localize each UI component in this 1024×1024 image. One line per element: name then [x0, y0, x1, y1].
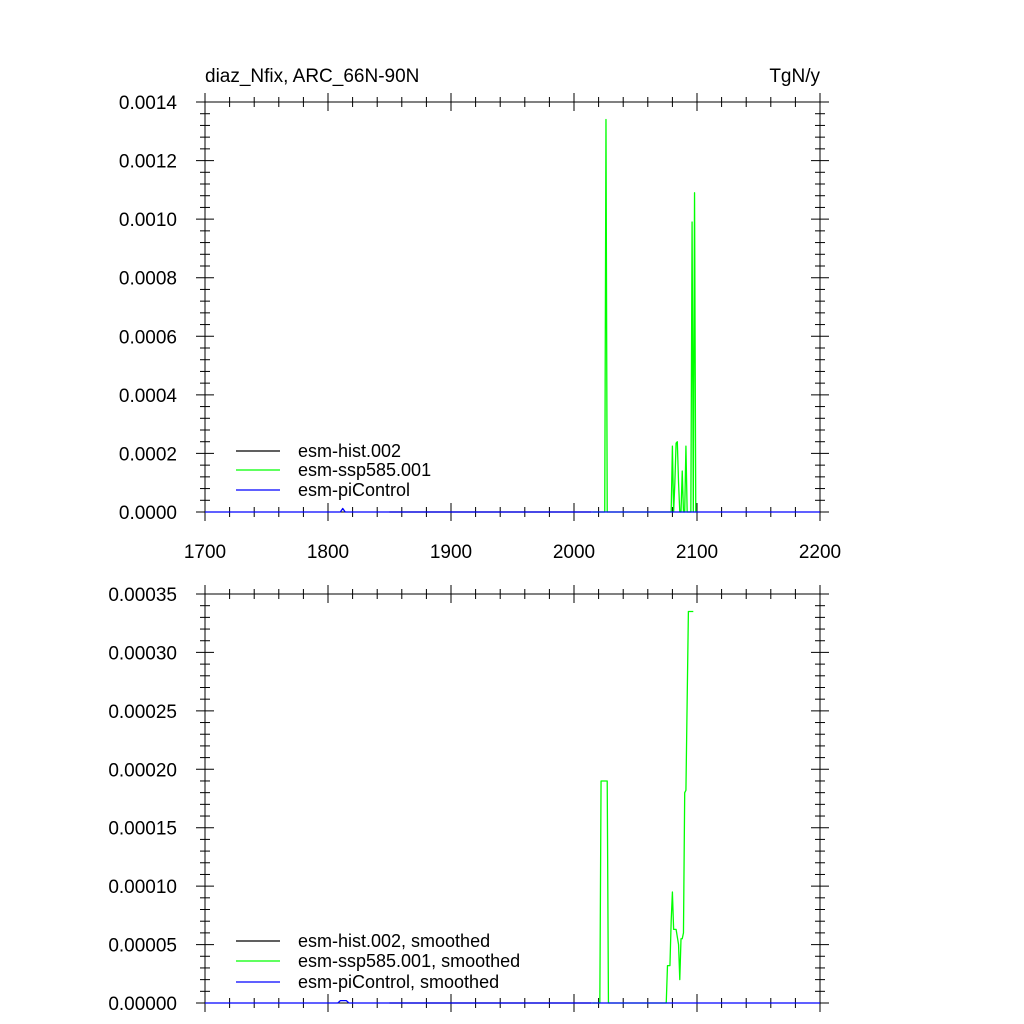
series-line-2	[205, 507, 820, 513]
y-tick-label: 0.0002	[119, 444, 177, 465]
y-tick-label: 0.0008	[119, 269, 177, 290]
y-tick-label: 0.00010	[108, 877, 177, 898]
top-panel: 0.0000 0.0002 0.0004 0.0006 0.0008 0.0010 0.00…	[119, 93, 841, 563]
legend-label: esm-piControl, smoothed	[298, 972, 499, 992]
units-label: TgN/y	[769, 66, 820, 87]
x-tick-label: 2100	[676, 542, 718, 563]
chart-title: diaz_Nfix, ARC_66N-90N	[205, 66, 419, 87]
x-tick-label: 1800	[307, 542, 349, 563]
series-line-2	[205, 1000, 820, 1004]
y-tick-label: 0.00035	[108, 585, 177, 606]
y-tick-label: 0.0000	[119, 503, 177, 524]
y-tick-label: 0.0004	[119, 386, 178, 407]
y-tick-label: 0.0014	[119, 93, 178, 114]
legend-label: esm-hist.002	[298, 441, 401, 461]
series-line-1	[592, 610, 694, 1004]
y-tick-label: 0.0012	[119, 152, 177, 173]
y-tick-label: 0.00020	[108, 760, 177, 781]
series-line-1	[592, 118, 697, 513]
y-tick-label: 0.00025	[108, 702, 177, 723]
x-tick-label: 1700	[184, 542, 226, 563]
y-tick-label: 0.0006	[119, 327, 177, 348]
legend-label: esm-piControl	[298, 480, 410, 500]
y-tick-label: 0.00030	[108, 643, 177, 664]
x-tick-label: 2200	[799, 542, 841, 563]
y-tick-label: 0.00015	[108, 819, 177, 840]
legend-label: esm-ssp585.001, smoothed	[298, 951, 520, 971]
x-tick-label: 1900	[430, 542, 472, 563]
legend-label: esm-hist.002, smoothed	[298, 931, 490, 951]
y-tick-label: 0.00005	[108, 936, 177, 957]
y-tick-label: 0.00000	[108, 994, 177, 1015]
bottom-panel: 0.00000 0.00005 0.00010 0.00015 0.00020 0.000…	[108, 585, 829, 1015]
y-tick-label: 0.0010	[119, 210, 177, 231]
x-tick-label: 2000	[553, 542, 595, 563]
legend-label: esm-ssp585.001	[298, 460, 431, 480]
